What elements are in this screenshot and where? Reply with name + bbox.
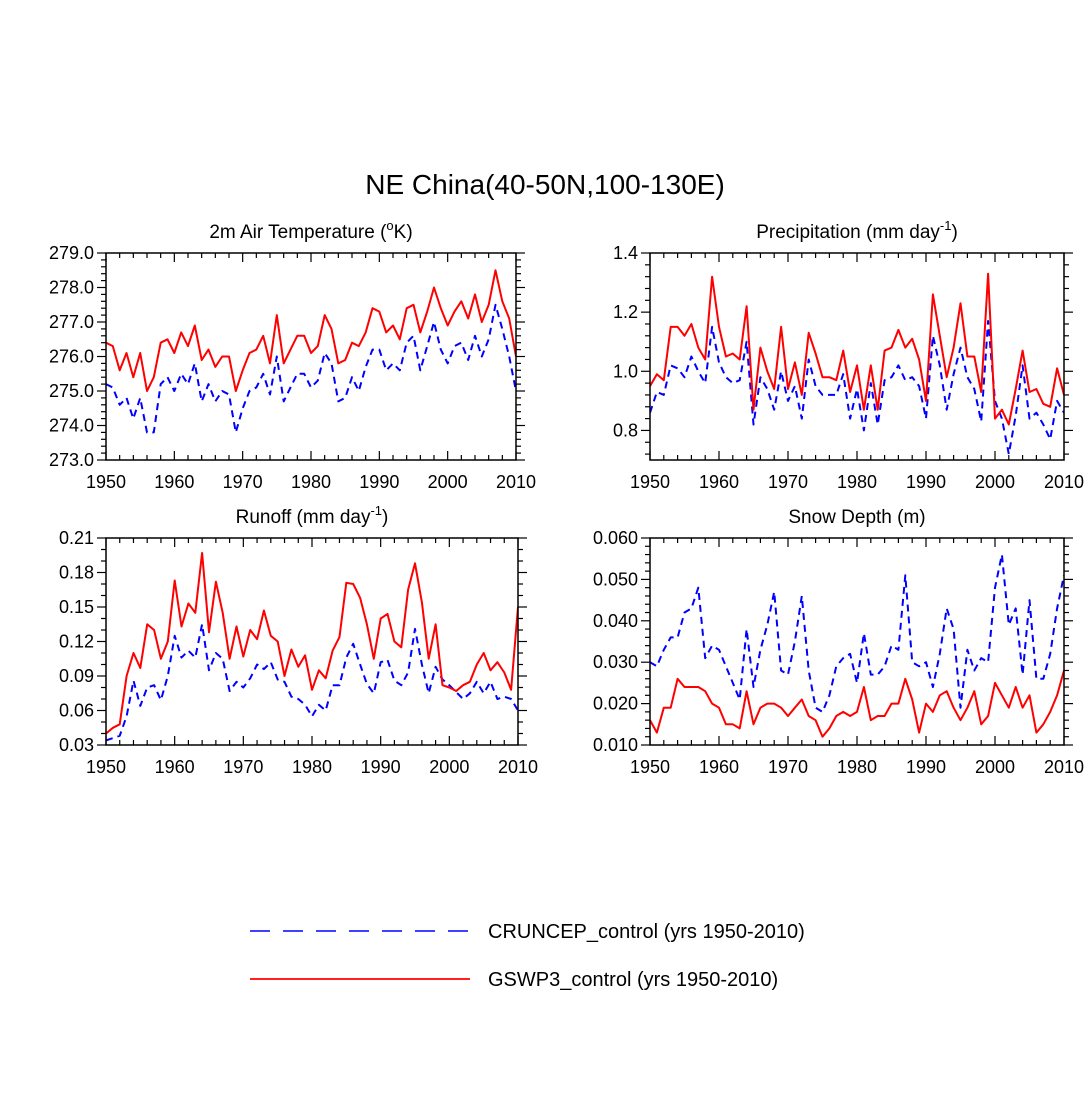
- y-tick-label-precipitation: 0.8: [613, 420, 638, 440]
- panel-title-snow-depth: Snow Depth (m): [788, 507, 925, 528]
- x-tick-label-snow-depth: 1950: [630, 757, 670, 777]
- x-tick-label-air-temperature: 1990: [359, 472, 399, 492]
- series-line-gswp3-precipitation: [650, 272, 1064, 426]
- x-tick-label-runoff: 1980: [292, 757, 332, 777]
- series-line-cruncep-snow-depth: [650, 553, 1064, 713]
- legend-label-gswp3: GSWP3_control (yrs 1950-2010): [488, 969, 778, 991]
- x-tick-label-air-temperature: 1970: [223, 472, 263, 492]
- y-tick-label-runoff: 0.09: [59, 666, 94, 686]
- x-tick-label-precipitation: 1970: [768, 472, 808, 492]
- panel-title-runoff: Runoff (mm day-1): [236, 503, 389, 528]
- x-tick-label-air-temperature: 2000: [428, 472, 468, 492]
- y-tick-label-snow-depth: 0.050: [593, 569, 638, 589]
- y-tick-label-runoff: 0.03: [59, 735, 94, 755]
- x-tick-label-snow-depth: 1960: [699, 757, 739, 777]
- y-tick-label-runoff: 0.18: [59, 563, 94, 583]
- y-tick-label-air-temperature: 274.0: [49, 416, 94, 436]
- x-tick-label-snow-depth: 1990: [906, 757, 946, 777]
- figure-title: NE China(40-50N,100-130E): [365, 169, 725, 200]
- x-tick-label-air-temperature: 2010: [496, 472, 536, 492]
- x-tick-label-air-temperature: 1960: [154, 472, 194, 492]
- y-tick-label-air-temperature: 279.0: [49, 243, 94, 263]
- series-line-gswp3-air-temperature: [106, 269, 516, 392]
- y-tick-label-snow-depth: 0.010: [593, 735, 638, 755]
- y-tick-label-snow-depth: 0.040: [593, 611, 638, 631]
- x-tick-label-air-temperature: 1950: [86, 472, 126, 492]
- y-tick-label-runoff: 0.12: [59, 632, 94, 652]
- plot-frame-snow-depth: [649, 537, 1065, 746]
- y-tick-label-precipitation: 1.0: [613, 361, 638, 381]
- x-tick-label-snow-depth: 1970: [768, 757, 808, 777]
- x-tick-label-runoff: 1970: [223, 757, 263, 777]
- series-line-cruncep-runoff: [106, 623, 518, 742]
- series-line-gswp3-runoff: [106, 552, 518, 735]
- series-line-cruncep-air-temperature: [106, 303, 516, 434]
- panel-precipitation: Precipitation (mm day-1) 1950 1960 1970 1980…: [613, 218, 1084, 492]
- series-line-cruncep-precipitation: [650, 320, 1064, 456]
- x-tick-label-runoff: 1990: [361, 757, 401, 777]
- panel-air-temperature: 2m Air Temperature (oK) 1950 1960 1970 1980 1…: [49, 218, 536, 492]
- x-tick-label-runoff: 2000: [429, 757, 469, 777]
- x-tick-label-precipitation: 1960: [699, 472, 739, 492]
- y-tick-label-snow-depth: 0.060: [593, 528, 638, 548]
- x-tick-label-snow-depth: 2010: [1044, 757, 1084, 777]
- y-tick-label-air-temperature: 276.0: [49, 347, 94, 367]
- x-tick-label-snow-depth: 1980: [837, 757, 877, 777]
- panel-title-air-temperature: 2m Air Temperature (oK): [209, 218, 412, 243]
- x-tick-label-air-temperature: 1980: [291, 472, 331, 492]
- y-tick-label-air-temperature: 273.0: [49, 450, 94, 470]
- panel-runoff: Runoff (mm day-1) 1950 1960 1970 1980 1990 200…: [59, 503, 538, 777]
- panel-title-precipitation: Precipitation (mm day-1): [756, 218, 958, 243]
- y-tick-label-runoff: 0.21: [59, 528, 94, 548]
- x-tick-label-snow-depth: 2000: [975, 757, 1015, 777]
- x-tick-label-runoff: 2010: [498, 757, 538, 777]
- y-tick-label-air-temperature: 278.0: [49, 278, 94, 298]
- y-tick-label-precipitation: 1.4: [613, 243, 638, 263]
- x-tick-label-runoff: 1960: [155, 757, 195, 777]
- x-tick-label-precipitation: 1980: [837, 472, 877, 492]
- plot-frame-air-temperature: [105, 252, 517, 461]
- x-tick-label-precipitation: 1950: [630, 472, 670, 492]
- x-tick-label-precipitation: 2010: [1044, 472, 1084, 492]
- x-tick-label-runoff: 1950: [86, 757, 126, 777]
- x-tick-label-precipitation: 2000: [975, 472, 1015, 492]
- y-tick-label-snow-depth: 0.020: [593, 694, 638, 714]
- y-tick-label-air-temperature: 277.0: [49, 312, 94, 332]
- legend: CRUNCEP_control (yrs 1950-2010) GSWP3_co…: [250, 921, 805, 991]
- y-tick-label-precipitation: 1.2: [613, 302, 638, 322]
- y-tick-label-runoff: 0.15: [59, 597, 94, 617]
- legend-label-cruncep: CRUNCEP_control (yrs 1950-2010): [488, 921, 805, 943]
- x-tick-label-precipitation: 1990: [906, 472, 946, 492]
- series-line-gswp3-snow-depth: [650, 670, 1064, 738]
- y-tick-label-runoff: 0.06: [59, 701, 94, 721]
- panel-snow-depth: Snow Depth (m) 1950 1960 1970 1980 1990 2000 20…: [593, 507, 1084, 777]
- y-tick-label-air-temperature: 275.0: [49, 381, 94, 401]
- y-tick-label-snow-depth: 0.030: [593, 652, 638, 672]
